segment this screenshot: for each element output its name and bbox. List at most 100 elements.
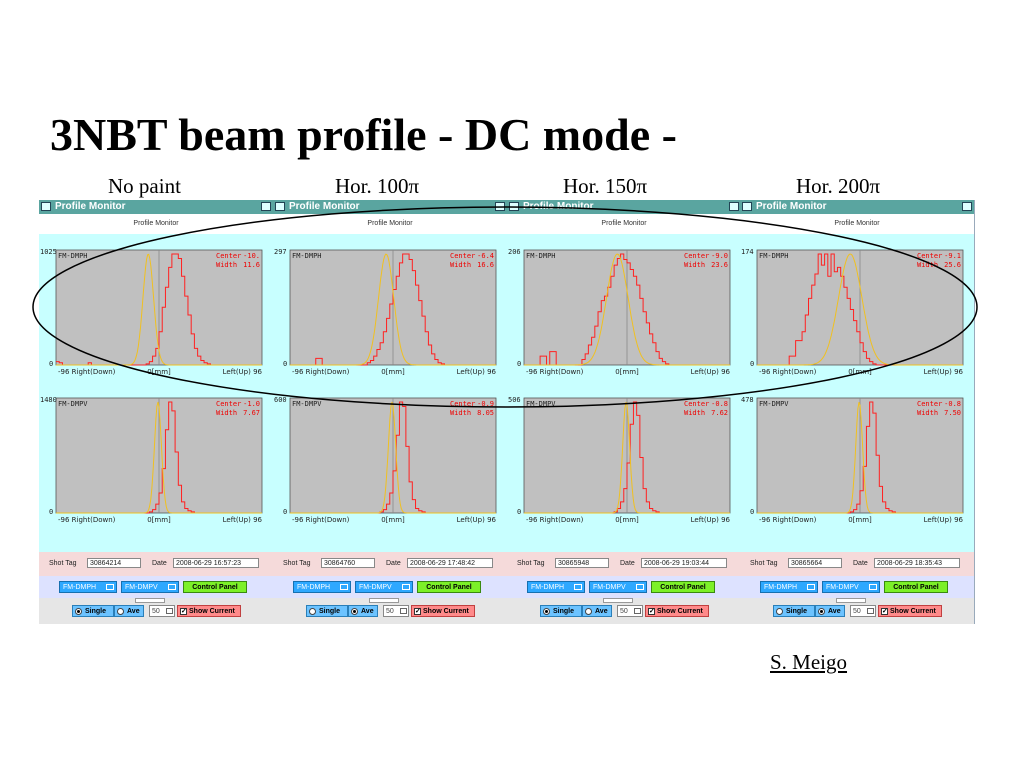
heading-hor-150: Hor. 150π [563, 174, 648, 198]
horizontal-monitor-select[interactable]: FM-DMPH [760, 581, 818, 593]
show-current-checkbox[interactable]: ✓ Show Current [878, 605, 942, 617]
single-label: Single [553, 608, 575, 615]
shot-tag-field[interactable]: 30864760 [321, 558, 375, 568]
window-maximize-icon[interactable] [495, 202, 505, 211]
window-maximize-icon[interactable] [261, 202, 271, 211]
single-radio[interactable]: Single [306, 605, 348, 617]
ave-label: Ave [595, 608, 608, 615]
display-options-row: Single Ave 50 ✓ Show Current [740, 598, 974, 624]
shot-info-row: Shot Tag 30864214 Date 2008-06-29 16:57:23 [39, 552, 273, 576]
x-axis-mid-label: 0[mm] [848, 368, 872, 376]
vertical-monitor-select[interactable]: FM-DMPV [589, 581, 647, 593]
window-menu-icon[interactable] [275, 202, 285, 211]
profile-monitor-window: Profile Monitor Profile Monitor 174 0 FM-DMP… [740, 200, 975, 624]
date-field[interactable]: 2008-06-29 17:48:42 [407, 558, 493, 568]
center-label: Center [216, 252, 241, 260]
ave-radio[interactable]: Ave [815, 605, 845, 617]
single-radio[interactable]: Single [773, 605, 815, 617]
y-min-label: 0 [517, 360, 521, 368]
blank-field [603, 598, 633, 603]
show-current-checkbox[interactable]: ✓ Show Current [177, 605, 241, 617]
profile-plot: 1025 0 FM-DMPH Center -10. Width 11.6 -96 Right… [40, 248, 263, 376]
show-current-checkbox[interactable]: ✓ Show Current [645, 605, 709, 617]
average-count-select[interactable]: 50 [617, 605, 643, 617]
heading-hor-200: Hor. 200π [796, 174, 881, 198]
checkmark-icon: ✓ [414, 608, 421, 615]
x-axis-left-label: -96 Right(Down) [526, 368, 584, 376]
show-current-label: Show Current [657, 608, 703, 615]
window-titlebar[interactable]: Profile Monitor [273, 200, 507, 214]
control-panel-button[interactable]: Control Panel [183, 581, 247, 593]
date-field[interactable]: 2008-06-29 16:57:23 [173, 558, 259, 568]
y-max-label: 206 [508, 248, 521, 256]
width-value: 11.6 [243, 261, 260, 269]
radio-icon [75, 608, 82, 615]
monitor-name: FM-DMPH [292, 252, 322, 260]
shot-tag-field[interactable]: 30865664 [788, 558, 842, 568]
ave-radio[interactable]: Ave [582, 605, 612, 617]
dropdown-arrow-icon [106, 584, 114, 590]
ave-radio[interactable]: Ave [348, 605, 378, 617]
x-axis-right-label: Left(Up) 96 [691, 368, 731, 376]
control-panel-button[interactable]: Control Panel [417, 581, 481, 593]
monitor-name: FM-DMPH [58, 252, 88, 260]
vertical-monitor-select[interactable]: FM-DMPV [121, 581, 179, 593]
y-max-label: 478 [741, 396, 754, 404]
shot-info-row: Shot Tag 30865664 Date 2008-06-29 18:35:43 [740, 552, 974, 576]
y-max-label: 600 [274, 396, 287, 404]
control-panel-button[interactable]: Control Panel [884, 581, 948, 593]
vertical-monitor-select[interactable]: FM-DMPV [822, 581, 880, 593]
window-titlebar[interactable]: Profile Monitor [507, 200, 741, 214]
window-title: Profile Monitor [756, 201, 827, 212]
x-axis-right-label: Left(Up) 96 [457, 368, 497, 376]
monitor-name: FM-DMPV [759, 400, 789, 408]
average-count-select[interactable]: 50 [149, 605, 175, 617]
width-label: Width [684, 261, 705, 269]
horizontal-monitor-select[interactable]: FM-DMPH [293, 581, 351, 593]
y-max-label: 1025 [40, 248, 57, 256]
radio-icon [351, 608, 358, 615]
radio-icon [818, 608, 825, 615]
window-titlebar[interactable]: Profile Monitor [39, 200, 273, 214]
window-menu-icon[interactable] [509, 202, 519, 211]
show-current-checkbox[interactable]: ✓ Show Current [411, 605, 475, 617]
window-titlebar[interactable]: Profile Monitor [740, 200, 974, 214]
blank-field [135, 598, 165, 603]
x-axis-mid-label: 0[mm] [381, 516, 405, 524]
y-min-label: 0 [750, 360, 754, 368]
show-current-label: Show Current [189, 608, 235, 615]
center-value: -1.0 [243, 400, 260, 408]
window-maximize-icon[interactable] [729, 202, 739, 211]
horizontal-monitor-select[interactable]: FM-DMPH [59, 581, 117, 593]
date-field[interactable]: 2008-06-29 19:03:44 [641, 558, 727, 568]
average-count-select[interactable]: 50 [383, 605, 409, 617]
average-count-select[interactable]: 50 [850, 605, 876, 617]
dropdown-arrow-icon [869, 584, 877, 590]
window-menu-icon[interactable] [742, 202, 752, 211]
shot-tag-field[interactable]: 30865948 [555, 558, 609, 568]
control-panel-button[interactable]: Control Panel [651, 581, 715, 593]
dropdown-arrow-icon [168, 584, 176, 590]
single-radio[interactable]: Single [540, 605, 582, 617]
center-value: -10. [243, 252, 260, 260]
width-value: 7.67 [243, 409, 260, 417]
vertical-monitor-select[interactable]: FM-DMPV [355, 581, 413, 593]
shot-tag-field[interactable]: 30864214 [87, 558, 141, 568]
window-maximize-icon[interactable] [962, 202, 972, 211]
date-label: Date [853, 560, 868, 567]
x-axis-left-label: -96 Right(Down) [759, 368, 817, 376]
width-value: 7.50 [944, 409, 961, 417]
average-count-value: 50 [386, 608, 394, 615]
window-menu-icon[interactable] [41, 202, 51, 211]
radio-icon [543, 608, 550, 615]
date-field[interactable]: 2008-06-29 18:35:43 [874, 558, 960, 568]
monitor-name: FM-DMPH [759, 252, 789, 260]
ave-radio[interactable]: Ave [114, 605, 144, 617]
ave-label: Ave [361, 608, 374, 615]
panel-subheader: Profile Monitor [740, 214, 974, 234]
profile-monitor-window: Profile Monitor Profile Monitor 297 0 FM-DMP… [273, 200, 508, 624]
width-value: 25.6 [944, 261, 961, 269]
single-radio[interactable]: Single [72, 605, 114, 617]
y-min-label: 0 [517, 508, 521, 516]
horizontal-monitor-select[interactable]: FM-DMPH [527, 581, 585, 593]
